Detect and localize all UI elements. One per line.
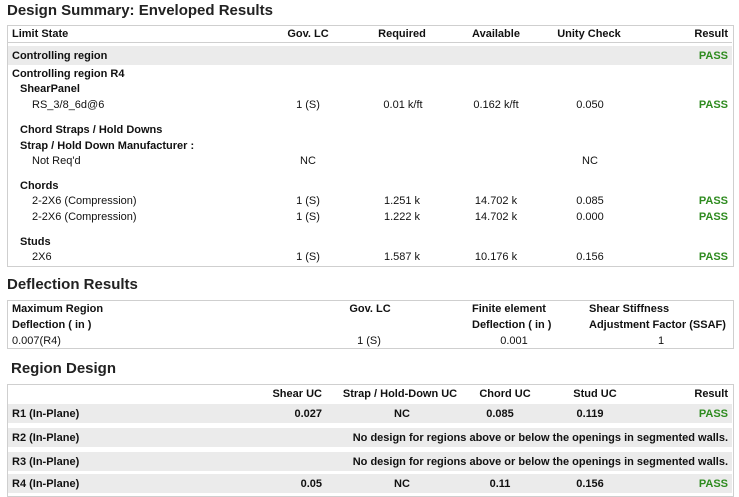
max-deflection-value: 0.007(R4) bbox=[12, 335, 61, 347]
region-row-r1 bbox=[8, 404, 732, 423]
manufacturer-label: Strap / Hold Down Manufacturer : bbox=[20, 140, 195, 152]
col-limit-state: Limit State bbox=[12, 28, 69, 40]
chords-label: Chords bbox=[20, 180, 59, 192]
col-gov-lc: Gov. LC bbox=[287, 28, 329, 40]
col-chord-uc: Chord UC bbox=[479, 388, 531, 400]
controlling-region-label: Controlling region bbox=[12, 50, 108, 62]
ssaf-value: 1 bbox=[657, 335, 665, 347]
col-ssaf: Shear Stiffness bbox=[589, 303, 670, 315]
gov-lc-value: 1 (S) bbox=[357, 335, 381, 347]
col-shear-uc: Shear UC bbox=[272, 388, 322, 400]
col-strap-uc: Strap / Hold-Down UC bbox=[342, 388, 458, 400]
region-label: Controlling region R4 bbox=[12, 68, 125, 80]
col-stud-uc: Stud UC bbox=[573, 388, 617, 400]
fe-deflection-value: 0.001 bbox=[500, 335, 528, 347]
shear-panel-label: ShearPanel bbox=[20, 83, 80, 95]
col-max-deflection: Maximum Region bbox=[12, 303, 104, 315]
region-row-r3 bbox=[8, 452, 732, 471]
col-required: Required bbox=[378, 28, 426, 40]
region-design-title: Region Design bbox=[11, 360, 117, 377]
controlling-result: PASS bbox=[698, 50, 728, 62]
col-result: Result bbox=[694, 388, 728, 400]
deflection-title: Deflection Results bbox=[7, 276, 138, 293]
design-summary-title: Design Summary: Enveloped Results bbox=[7, 2, 273, 19]
studs-label: Studs bbox=[20, 236, 51, 248]
col-unity-check: Unity Check bbox=[557, 28, 621, 40]
col-result: Result bbox=[694, 28, 728, 40]
col-gov-lc: Gov. LC bbox=[349, 303, 391, 315]
controlling-region-row bbox=[8, 46, 732, 65]
col-available: Available bbox=[472, 28, 520, 40]
col-fe-deflection: Finite element bbox=[472, 303, 546, 315]
summary-table bbox=[7, 25, 734, 267]
deflection-table bbox=[7, 300, 734, 349]
straps-label: Chord Straps / Hold Downs bbox=[20, 124, 163, 136]
region-row-r2 bbox=[8, 428, 732, 447]
region-row-r4 bbox=[8, 474, 732, 493]
